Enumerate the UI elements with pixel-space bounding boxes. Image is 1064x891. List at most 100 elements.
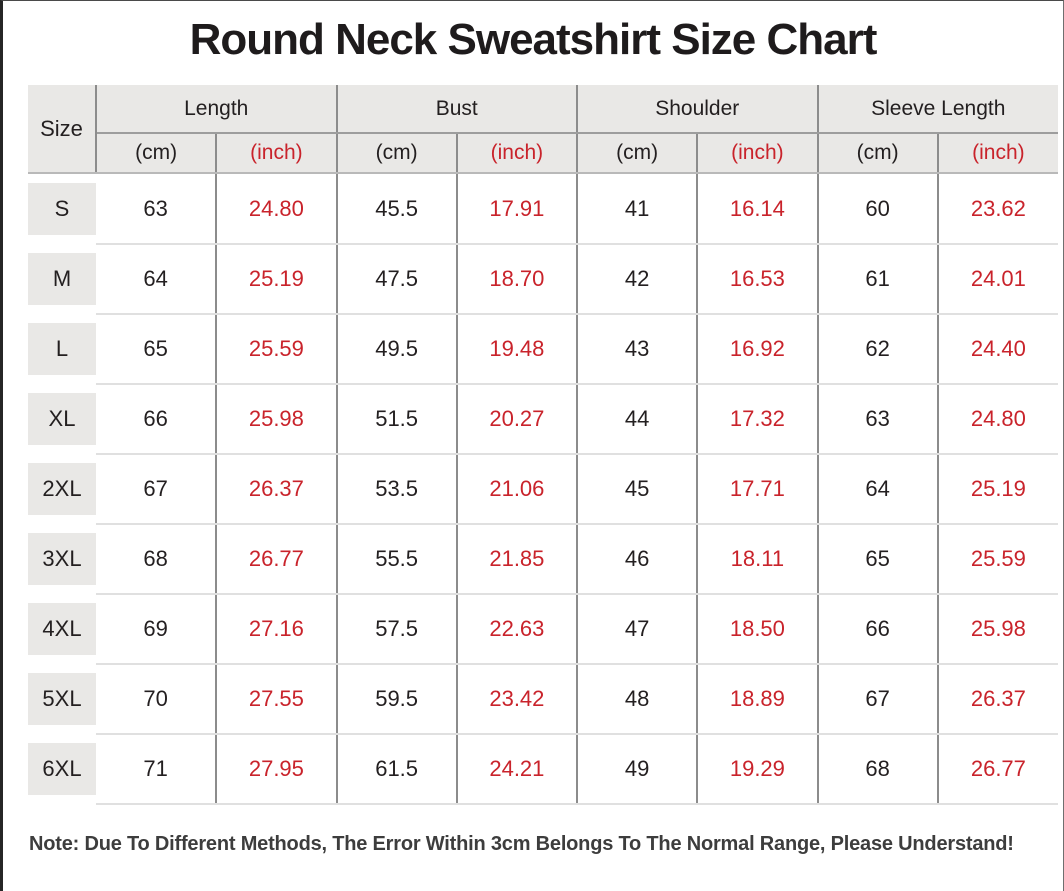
unit-header-cm: (cm) — [816, 133, 938, 174]
unit-header-cm: (cm) — [575, 133, 698, 174]
value-cell: 24.21 — [455, 734, 577, 805]
value-cell: 16.92 — [696, 314, 818, 385]
size-label: L — [28, 323, 96, 375]
value-cell: 41 — [575, 173, 698, 245]
value-cell: 66 — [96, 384, 217, 455]
size-label: 6XL — [28, 743, 96, 795]
value-cell: 18.70 — [455, 244, 577, 315]
value-cell: 23.62 — [936, 173, 1058, 245]
value-cell: 67 — [96, 454, 217, 525]
value-cell: 53.5 — [335, 454, 457, 525]
value-cell: 46 — [575, 524, 698, 595]
value-cell: 26.37 — [215, 454, 337, 525]
value-cell: 48 — [575, 664, 698, 735]
value-cell: 71 — [96, 734, 217, 805]
value-cell: 24.80 — [936, 384, 1058, 455]
size-label: 3XL — [28, 533, 96, 585]
size-cell: L — [28, 314, 96, 384]
value-cell: 63 — [816, 384, 938, 455]
value-cell: 18.50 — [696, 594, 818, 665]
value-cell: 65 — [816, 524, 938, 595]
table-row: 4XL 69 27.16 57.5 22.63 47 18.50 66 25.98 — [28, 594, 1058, 665]
unit-header-row: (cm) (inch) (cm) (inch) (cm) (inch) (cm)… — [28, 133, 1058, 174]
value-cell: 64 — [816, 454, 938, 525]
size-label: 4XL — [28, 603, 96, 655]
size-cell: S — [28, 173, 96, 244]
value-cell: 63 — [96, 173, 217, 245]
size-cell: XL — [28, 384, 96, 454]
size-cell: 6XL — [28, 734, 96, 804]
value-cell: 18.11 — [696, 524, 818, 595]
value-cell: 26.37 — [936, 664, 1058, 735]
value-cell: 18.89 — [696, 664, 818, 735]
value-cell: 55.5 — [335, 524, 457, 595]
value-cell: 21.06 — [455, 454, 577, 525]
value-cell: 59.5 — [335, 664, 457, 735]
table-row: M 64 25.19 47.5 18.70 42 16.53 61 24.01 — [28, 244, 1058, 315]
size-cell: M — [28, 244, 96, 314]
size-cell: 5XL — [28, 664, 96, 734]
value-cell: 24.01 — [936, 244, 1058, 315]
table-header: Size Length Bust Shoulder Sleeve Length … — [28, 85, 1058, 174]
table-row: 2XL 67 26.37 53.5 21.06 45 17.71 64 25.19 — [28, 454, 1058, 525]
value-cell: 27.55 — [215, 664, 337, 735]
value-cell: 19.48 — [455, 314, 577, 385]
table-row: 3XL 68 26.77 55.5 21.85 46 18.11 65 25.59 — [28, 524, 1058, 595]
group-header-length: Length — [96, 85, 337, 134]
value-cell: 25.59 — [936, 524, 1058, 595]
unit-header-inch: (inch) — [696, 133, 818, 174]
size-label: M — [28, 253, 96, 305]
value-cell: 25.98 — [215, 384, 337, 455]
value-cell: 27.95 — [215, 734, 337, 805]
value-cell: 23.42 — [455, 664, 577, 735]
value-cell: 27.16 — [215, 594, 337, 665]
group-header-shoulder: Shoulder — [576, 85, 818, 134]
value-cell: 17.71 — [696, 454, 818, 525]
value-cell: 25.98 — [936, 594, 1058, 665]
value-cell: 25.19 — [215, 244, 337, 315]
value-cell: 57.5 — [335, 594, 457, 665]
unit-header-cm: (cm) — [335, 133, 457, 174]
size-label: 2XL — [28, 463, 96, 515]
value-cell: 45 — [575, 454, 698, 525]
size-cell: 4XL — [28, 594, 96, 664]
unit-header-inch: (inch) — [455, 133, 577, 174]
size-column-header: Size — [28, 85, 97, 174]
value-cell: 49.5 — [335, 314, 457, 385]
value-cell: 21.85 — [455, 524, 577, 595]
size-cell: 2XL — [28, 454, 96, 524]
table-row: XL 66 25.98 51.5 20.27 44 17.32 63 24.80 — [28, 384, 1058, 455]
value-cell: 25.19 — [936, 454, 1058, 525]
size-table-body: S 63 24.80 45.5 17.91 41 16.14 60 23.62 M 64 25.… — [28, 173, 1058, 805]
value-cell: 22.63 — [455, 594, 577, 665]
value-cell: 17.32 — [696, 384, 818, 455]
value-cell: 66 — [816, 594, 938, 665]
table-row: S 63 24.80 45.5 17.91 41 16.14 60 23.62 — [28, 173, 1058, 245]
value-cell: 25.59 — [215, 314, 337, 385]
chart-title: Round Neck Sweatshirt Size Chart — [189, 15, 878, 64]
table-row: L 65 25.59 49.5 19.48 43 16.92 62 24.40 — [28, 314, 1058, 385]
group-header-bust: Bust — [335, 85, 577, 134]
value-cell: 65 — [96, 314, 217, 385]
value-cell: 61 — [816, 244, 938, 315]
value-cell: 49 — [575, 734, 698, 805]
value-cell: 60 — [816, 173, 938, 245]
value-cell: 68 — [96, 524, 217, 595]
unit-header-inch: (inch) — [936, 133, 1058, 174]
note-text: Note: Due To Different Methods, The Erro… — [29, 833, 1014, 855]
size-cell: 3XL — [28, 524, 96, 594]
size-label: 5XL — [28, 673, 96, 725]
value-cell: 20.27 — [455, 384, 577, 455]
value-cell: 70 — [96, 664, 217, 735]
size-label: XL — [28, 393, 96, 445]
unit-header-inch: (inch) — [215, 133, 337, 174]
value-cell: 68 — [816, 734, 938, 805]
value-cell: 51.5 — [335, 384, 457, 455]
value-cell: 42 — [575, 244, 698, 315]
value-cell: 47.5 — [335, 244, 457, 315]
value-cell: 62 — [816, 314, 938, 385]
value-cell: 16.53 — [696, 244, 818, 315]
group-header-sleeve-length: Sleeve Length — [816, 85, 1058, 134]
value-cell: 47 — [575, 594, 698, 665]
value-cell: 67 — [816, 664, 938, 735]
